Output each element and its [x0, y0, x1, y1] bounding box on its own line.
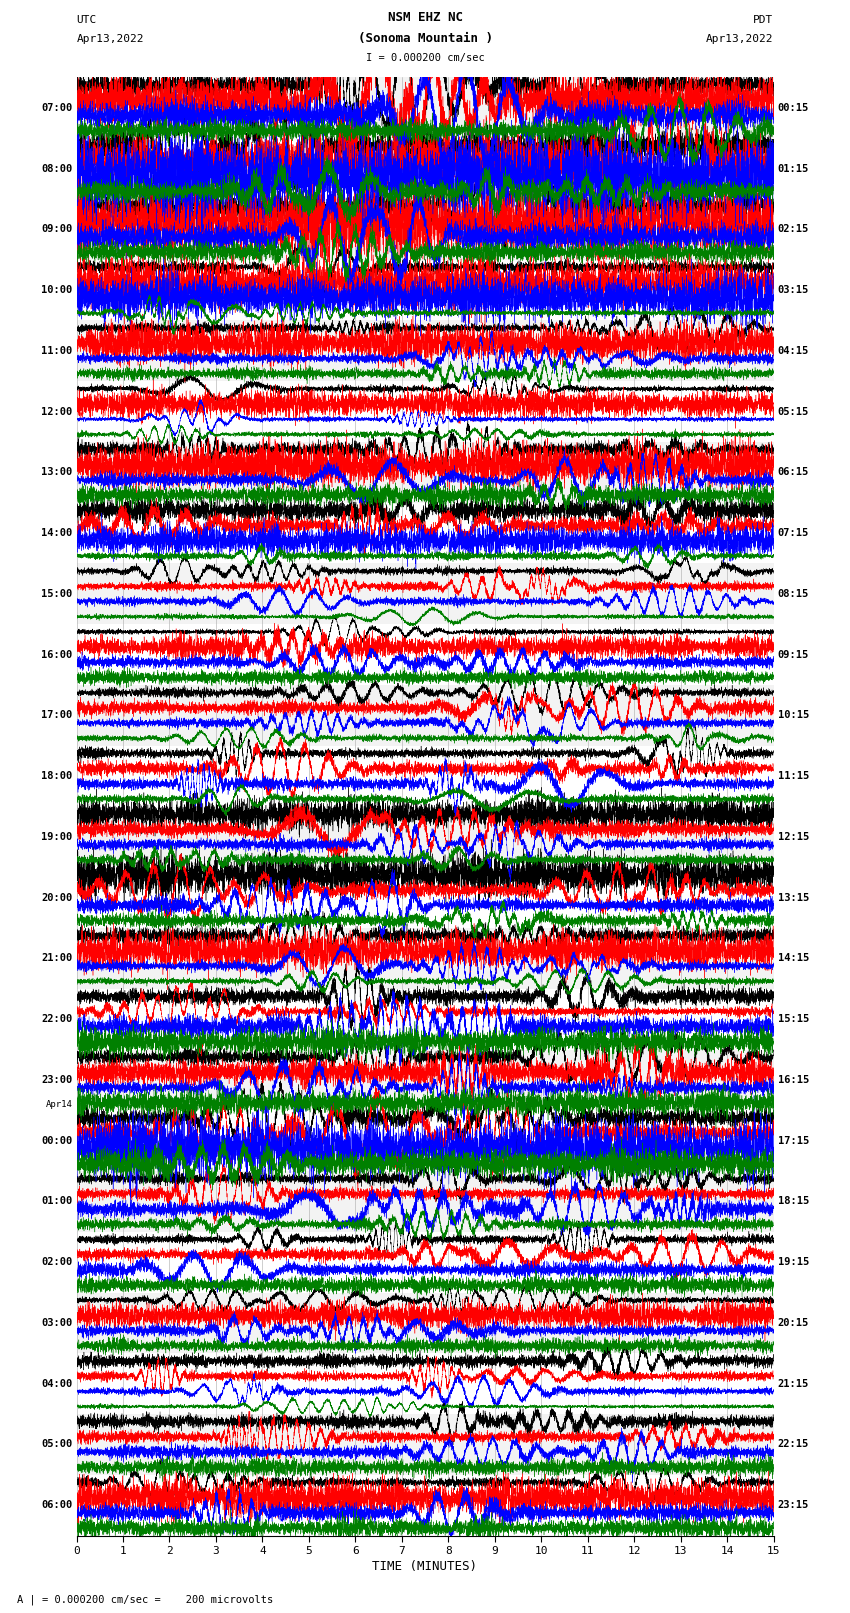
Text: 19:00: 19:00: [41, 832, 72, 842]
Text: 21:00: 21:00: [41, 953, 72, 963]
Bar: [76, 927, 774, 989]
Text: 09:00: 09:00: [41, 224, 72, 234]
Text: 08:00: 08:00: [41, 163, 72, 174]
Text: Apr13,2022: Apr13,2022: [706, 34, 774, 44]
Text: 20:00: 20:00: [41, 892, 72, 903]
Text: 14:00: 14:00: [41, 527, 72, 539]
Text: 07:15: 07:15: [778, 527, 809, 539]
Text: 14:15: 14:15: [778, 953, 809, 963]
Text: UTC: UTC: [76, 15, 97, 24]
Bar: [76, 686, 774, 745]
Text: 11:15: 11:15: [778, 771, 809, 781]
Text: 23:15: 23:15: [778, 1500, 809, 1510]
Text: 02:00: 02:00: [41, 1257, 72, 1268]
Bar: [76, 1292, 774, 1353]
Text: (Sonoma Mountain ): (Sonoma Mountain ): [358, 32, 492, 45]
Text: 11:00: 11:00: [41, 345, 72, 356]
Bar: [76, 1415, 774, 1474]
Text: 00:15: 00:15: [778, 103, 809, 113]
Text: 17:00: 17:00: [41, 710, 72, 721]
Text: 13:00: 13:00: [41, 468, 72, 477]
Bar: [76, 1050, 774, 1110]
Text: 06:00: 06:00: [41, 1500, 72, 1510]
Text: 16:15: 16:15: [778, 1074, 809, 1086]
Text: 09:15: 09:15: [778, 650, 809, 660]
Text: I = 0.000200 cm/sec: I = 0.000200 cm/sec: [366, 53, 484, 63]
Text: 04:00: 04:00: [41, 1379, 72, 1389]
Text: 05:00: 05:00: [41, 1439, 72, 1450]
Text: 16:00: 16:00: [41, 650, 72, 660]
Text: 22:00: 22:00: [41, 1015, 72, 1024]
Text: 08:15: 08:15: [778, 589, 809, 598]
Text: 05:15: 05:15: [778, 406, 809, 416]
Bar: [76, 321, 774, 381]
Text: 12:00: 12:00: [41, 406, 72, 416]
Text: 20:15: 20:15: [778, 1318, 809, 1327]
Text: 10:15: 10:15: [778, 710, 809, 721]
Text: 23:00: 23:00: [41, 1074, 72, 1086]
Text: 17:15: 17:15: [778, 1136, 809, 1145]
Bar: [76, 563, 774, 624]
Text: 03:00: 03:00: [41, 1318, 72, 1327]
Text: 00:00: 00:00: [41, 1136, 72, 1145]
Bar: [76, 442, 774, 503]
Text: 21:15: 21:15: [778, 1379, 809, 1389]
Text: 06:15: 06:15: [778, 468, 809, 477]
Text: 15:00: 15:00: [41, 589, 72, 598]
Text: 19:15: 19:15: [778, 1257, 809, 1268]
Text: 03:15: 03:15: [778, 286, 809, 295]
Text: 13:15: 13:15: [778, 892, 809, 903]
Text: 01:15: 01:15: [778, 163, 809, 174]
Text: NSM EHZ NC: NSM EHZ NC: [388, 11, 462, 24]
Text: 18:00: 18:00: [41, 771, 72, 781]
Bar: [76, 806, 774, 868]
Text: 02:15: 02:15: [778, 224, 809, 234]
Text: 12:15: 12:15: [778, 832, 809, 842]
Bar: [76, 198, 774, 260]
Bar: [76, 77, 774, 139]
Text: Apr13,2022: Apr13,2022: [76, 34, 144, 44]
Text: 10:00: 10:00: [41, 286, 72, 295]
Text: 07:00: 07:00: [41, 103, 72, 113]
Bar: [76, 1171, 774, 1232]
Text: 04:15: 04:15: [778, 345, 809, 356]
Text: PDT: PDT: [753, 15, 774, 24]
Text: A | = 0.000200 cm/sec =    200 microvolts: A | = 0.000200 cm/sec = 200 microvolts: [17, 1594, 273, 1605]
Text: Apr14: Apr14: [45, 1100, 72, 1108]
Text: 15:15: 15:15: [778, 1015, 809, 1024]
Text: 01:00: 01:00: [41, 1197, 72, 1207]
X-axis label: TIME (MINUTES): TIME (MINUTES): [372, 1560, 478, 1573]
Text: 18:15: 18:15: [778, 1197, 809, 1207]
Text: 22:15: 22:15: [778, 1439, 809, 1450]
